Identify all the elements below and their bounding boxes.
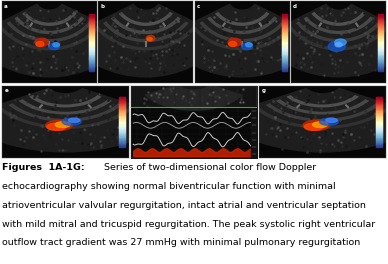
Ellipse shape (335, 39, 346, 46)
Ellipse shape (228, 38, 241, 46)
Wedge shape (0, 26, 100, 50)
Wedge shape (119, 12, 173, 26)
Ellipse shape (304, 123, 323, 130)
Wedge shape (22, 12, 77, 26)
Text: echocardiography showing normal biventricular function with minimal: echocardiography showing normal biventri… (2, 182, 336, 191)
Wedge shape (199, 21, 285, 42)
Wedge shape (265, 103, 380, 122)
Ellipse shape (53, 43, 59, 47)
Wedge shape (0, 3, 130, 78)
Ellipse shape (69, 118, 80, 122)
Ellipse shape (146, 35, 155, 41)
Wedge shape (288, 26, 388, 50)
Wedge shape (95, 26, 196, 50)
Text: b: b (100, 4, 104, 9)
Text: Series of two-dimensional color flow Doppler: Series of two-dimensional color flow Dop… (104, 163, 316, 172)
Wedge shape (65, 3, 227, 78)
Wedge shape (14, 17, 85, 34)
Wedge shape (161, 3, 323, 78)
Wedge shape (8, 103, 123, 122)
Ellipse shape (328, 41, 345, 51)
Ellipse shape (147, 37, 152, 41)
Wedge shape (29, 95, 102, 107)
Text: g: g (262, 88, 266, 93)
Wedge shape (103, 21, 189, 42)
Ellipse shape (55, 122, 70, 128)
Ellipse shape (246, 43, 252, 47)
Ellipse shape (46, 120, 72, 130)
Text: c: c (197, 4, 200, 9)
Ellipse shape (312, 122, 328, 128)
Ellipse shape (35, 38, 48, 46)
Wedge shape (303, 17, 374, 34)
Wedge shape (215, 12, 269, 26)
Wedge shape (0, 88, 173, 153)
Wedge shape (207, 17, 277, 34)
Ellipse shape (303, 120, 330, 130)
Text: a: a (4, 4, 8, 9)
Wedge shape (286, 95, 359, 107)
Wedge shape (192, 26, 293, 50)
Text: atrioventricular valvular regurgitation, intact atrial and ventricular septation: atrioventricular valvular regurgitation,… (2, 201, 366, 210)
Ellipse shape (335, 43, 342, 47)
Wedge shape (111, 17, 181, 34)
Ellipse shape (36, 41, 44, 46)
Text: d: d (293, 4, 297, 9)
Wedge shape (215, 88, 388, 153)
Text: with mild mitral and tricuspid regurgitation. The peak systolic right ventricula: with mild mitral and tricuspid regurgita… (2, 220, 375, 229)
Ellipse shape (242, 43, 252, 50)
Text: Figures  1A-1G:: Figures 1A-1G: (2, 163, 85, 172)
Ellipse shape (229, 41, 237, 46)
Wedge shape (276, 99, 369, 115)
Ellipse shape (49, 43, 59, 50)
Ellipse shape (326, 118, 337, 122)
Text: outflow tract gradient was 27 mmHg with minimal pulmonary regurgitation: outflow tract gradient was 27 mmHg with … (2, 238, 360, 247)
Wedge shape (296, 21, 381, 42)
Ellipse shape (47, 123, 66, 130)
Wedge shape (7, 21, 92, 42)
Wedge shape (0, 107, 133, 129)
Text: e: e (5, 88, 8, 93)
Wedge shape (145, 84, 243, 111)
Wedge shape (19, 99, 112, 115)
Wedge shape (258, 3, 388, 78)
Ellipse shape (62, 118, 81, 125)
Wedge shape (311, 12, 366, 26)
Wedge shape (255, 107, 388, 129)
Ellipse shape (319, 118, 338, 125)
